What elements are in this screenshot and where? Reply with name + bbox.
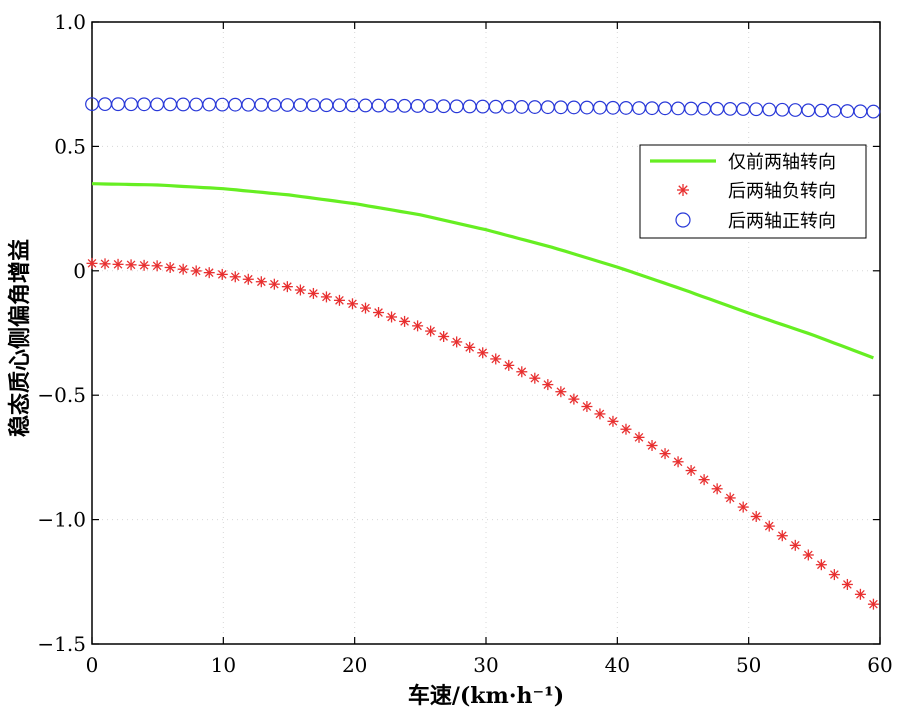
- star-marker: [542, 379, 554, 391]
- legend-item: 仅前两轴转向: [650, 152, 836, 173]
- star-marker: [464, 341, 476, 353]
- star-marker: [568, 393, 580, 405]
- star-marker: [438, 330, 450, 342]
- star-marker: [711, 483, 723, 495]
- star-marker: [412, 320, 424, 332]
- y-axis-label: 稳态质心侧偏角增益: [7, 239, 33, 437]
- star-marker: [320, 291, 332, 303]
- series-line: [91, 182, 874, 360]
- star-marker: [698, 474, 710, 486]
- legend-label: 仅前两轴转向: [728, 152, 836, 173]
- star-marker: [737, 501, 749, 513]
- y-tick-label: −1.0: [37, 508, 86, 532]
- x-axis-label: 车速/(km·h⁻¹): [408, 683, 564, 709]
- star-marker: [333, 294, 345, 306]
- y-tick-label: 0.5: [54, 134, 86, 158]
- star-marker: [151, 260, 163, 272]
- star-marker: [125, 259, 137, 271]
- star-marker: [138, 259, 150, 271]
- star-marker: [646, 440, 658, 452]
- star-marker: [555, 386, 567, 398]
- star-marker: [802, 549, 814, 561]
- legend-item: 后两轴负转向: [677, 181, 836, 202]
- series-1: [91, 182, 874, 360]
- x-tick-label: 0: [86, 653, 99, 677]
- star-marker: [516, 366, 528, 378]
- legend-item: 后两轴正转向: [675, 211, 836, 232]
- star-marker: [229, 271, 241, 283]
- x-tick-label: 20: [342, 653, 367, 677]
- star-marker: [841, 578, 853, 590]
- star-marker: [685, 465, 697, 477]
- star-marker: [620, 423, 632, 435]
- star-marker: [763, 520, 775, 532]
- series-3: [85, 97, 881, 119]
- star-marker: [346, 298, 358, 310]
- star-marker: [724, 492, 736, 504]
- star-marker: [294, 284, 306, 296]
- star-marker: [659, 448, 671, 460]
- y-tick-label: −0.5: [37, 383, 86, 407]
- star-marker: [360, 302, 372, 314]
- star-marker: [190, 265, 202, 277]
- star-marker: [373, 307, 385, 319]
- star-marker: [477, 347, 489, 359]
- star-marker: [633, 431, 645, 443]
- star-marker: [490, 353, 502, 365]
- star-marker: [854, 588, 866, 600]
- star-marker: [672, 456, 684, 468]
- star-marker: [425, 325, 437, 337]
- x-tick-label: 60: [867, 653, 892, 677]
- star-marker: [789, 539, 801, 551]
- legend-circle-swatch: [675, 212, 691, 228]
- x-tick-label: 10: [211, 653, 236, 677]
- circle-marker: [866, 104, 881, 119]
- legend-label: 后两轴正转向: [728, 211, 836, 232]
- star-marker: [503, 359, 515, 371]
- star-marker: [581, 401, 593, 413]
- series: [85, 97, 881, 610]
- y-tick-label: 0: [73, 259, 86, 283]
- star-marker: [99, 258, 111, 270]
- x-tick-label: 50: [736, 653, 761, 677]
- ticks: 0 10 20 30 40 50 60 1.0 0.5 0 −0.5 −1.0 −1.5: [37, 10, 892, 677]
- x-tick-label: 30: [473, 653, 498, 677]
- star-marker: [281, 281, 293, 293]
- star-marker: [776, 530, 788, 542]
- star-marker: [203, 267, 215, 279]
- star-marker: [399, 315, 411, 327]
- star-marker: [255, 276, 267, 288]
- star-marker: [307, 287, 319, 299]
- star-marker: [867, 598, 879, 610]
- grid: [92, 22, 880, 644]
- y-tick-label: 1.0: [54, 10, 86, 34]
- star-marker: [529, 372, 541, 384]
- y-tick-label: −1.5: [37, 632, 86, 656]
- star-marker: [112, 258, 124, 270]
- star-marker: [828, 569, 840, 581]
- x-tick-label: 40: [605, 653, 630, 677]
- star-marker: [242, 273, 254, 285]
- star-marker: [177, 263, 189, 275]
- star-marker: [164, 261, 176, 273]
- star-marker: [750, 510, 762, 522]
- series-2: [86, 257, 879, 610]
- star-marker: [607, 415, 619, 427]
- star-marker: [815, 559, 827, 571]
- legend-star-swatch: [677, 184, 689, 196]
- star-marker: [451, 336, 463, 348]
- legend-label: 后两轴负转向: [728, 181, 836, 202]
- star-marker: [386, 311, 398, 323]
- star-marker: [216, 268, 228, 280]
- star-marker: [86, 257, 98, 269]
- star-marker: [268, 278, 280, 290]
- star-marker: [594, 408, 606, 420]
